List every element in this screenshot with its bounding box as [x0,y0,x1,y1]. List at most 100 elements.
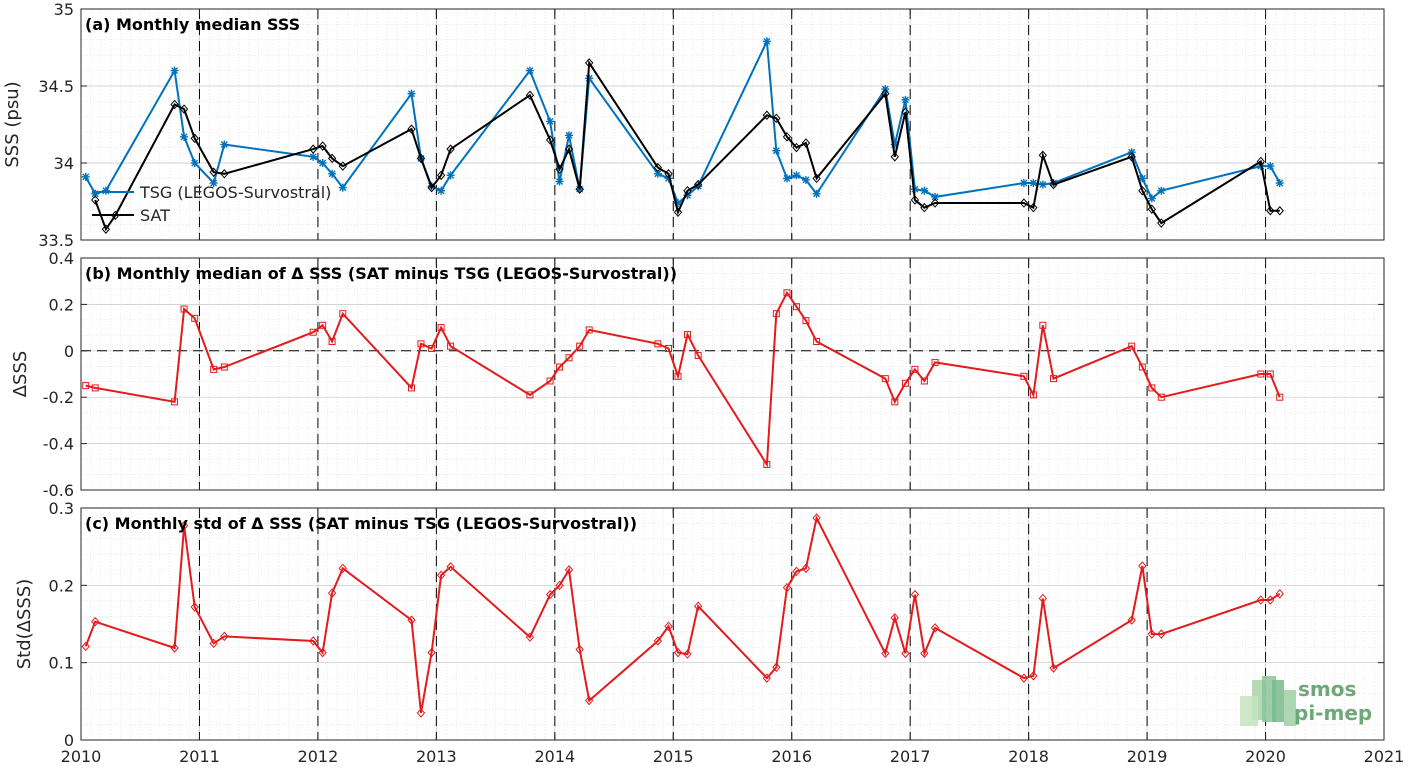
marker-stroke [931,193,939,201]
data-point [81,172,90,181]
data-point [1039,321,1047,329]
data-point [1038,180,1047,189]
data-point [1276,393,1284,401]
data-point [1157,629,1166,639]
marker-stroke [654,170,662,178]
data-point [664,169,673,179]
data-point [427,647,436,658]
plot-area [81,508,1384,740]
data-point [209,179,218,188]
marker-stroke [82,173,90,181]
data-point [319,321,327,329]
data-point [930,198,940,208]
y-tick-label: 0.2 [49,576,74,595]
data-point [792,142,801,153]
data-point [190,133,199,144]
marker-stroke [546,117,554,125]
data-point [1138,363,1146,371]
data-point [674,372,682,380]
panel-a: 33.5 34 34.5 35 SSS (psu) (a) Monthly median … [2,0,1385,250]
y-tick-label: -0.2 [43,388,74,407]
data-point [447,342,455,350]
data-point [911,365,919,373]
data-point [1275,589,1284,599]
data-point [683,331,691,339]
panel-title: (c) Monthly std of Δ SSS (SAT minus TSG … [85,514,637,533]
data-point [782,132,792,142]
data-point [772,662,781,673]
marker-stroke [1138,174,1146,182]
data-point [437,186,446,195]
logo-text-pi-mep: pi-mep [1294,701,1372,725]
marker-stroke [783,174,791,182]
marker-stroke [772,147,780,155]
data-point [1029,202,1038,213]
marker-stroke [1266,162,1274,170]
marker-stroke [792,171,800,179]
data-point [309,328,317,336]
data-point [180,305,188,313]
data-point [545,589,555,600]
panel-title: (a) Monthly median SSS [85,15,300,34]
data-point [91,195,100,205]
x-tick-label: 2021 [1364,747,1405,766]
x-tick-label: 2018 [1008,747,1049,766]
data-point [220,363,228,371]
data-point [576,342,584,350]
marker-stroke [526,67,534,75]
data-point [931,358,939,366]
data-point [1029,671,1038,681]
x-tick-label: 2010 [61,747,102,766]
data-point [209,638,218,649]
data-point [190,602,199,612]
data-point [309,636,318,646]
data-point [555,164,564,174]
data-point [881,88,890,99]
data-point [416,153,426,164]
data-point [417,340,425,348]
data-point [585,695,594,706]
data-point [693,179,703,190]
marker-stroke [339,184,347,192]
data-point [101,224,111,234]
marker-stroke [407,90,415,98]
data-point [328,169,337,178]
marker-stroke [1029,179,1037,187]
legend-entry: SAT [140,206,170,225]
data-point [327,588,337,598]
data-point [585,326,593,334]
axes-box [80,507,1385,741]
data-point [446,562,455,572]
data-point [881,648,890,659]
data-point [338,161,347,171]
data-point [437,324,445,332]
data-point [812,189,821,198]
y-tick-label: -0.4 [43,435,74,454]
y-tick-label: 35 [54,0,74,19]
data-point [446,144,455,154]
legend: TSG (LEGOS-Survostral) SAT [92,183,331,225]
data-point [763,460,771,468]
y-axis-label: Std(ΔSSS) [14,579,35,670]
x-tick-label: 2011 [179,747,220,766]
data-point [1148,384,1156,392]
data-point [407,89,416,98]
data-point [1128,342,1136,350]
y-tick-label: 0.4 [49,249,74,268]
marker-stroke [556,177,564,185]
data-point [545,135,555,145]
data-point [890,152,899,162]
data-point [546,117,555,126]
data-point [318,141,327,151]
data-point [180,132,189,141]
marker-stroke [1020,179,1028,187]
marker-stroke [437,187,445,195]
data-point [327,153,337,164]
data-point [407,384,415,392]
x-tick-label: 2019 [1127,747,1168,766]
data-point [1127,615,1136,625]
data-point [179,521,189,531]
data-point [220,140,229,149]
data-point [920,202,929,213]
data-point [1266,162,1275,171]
